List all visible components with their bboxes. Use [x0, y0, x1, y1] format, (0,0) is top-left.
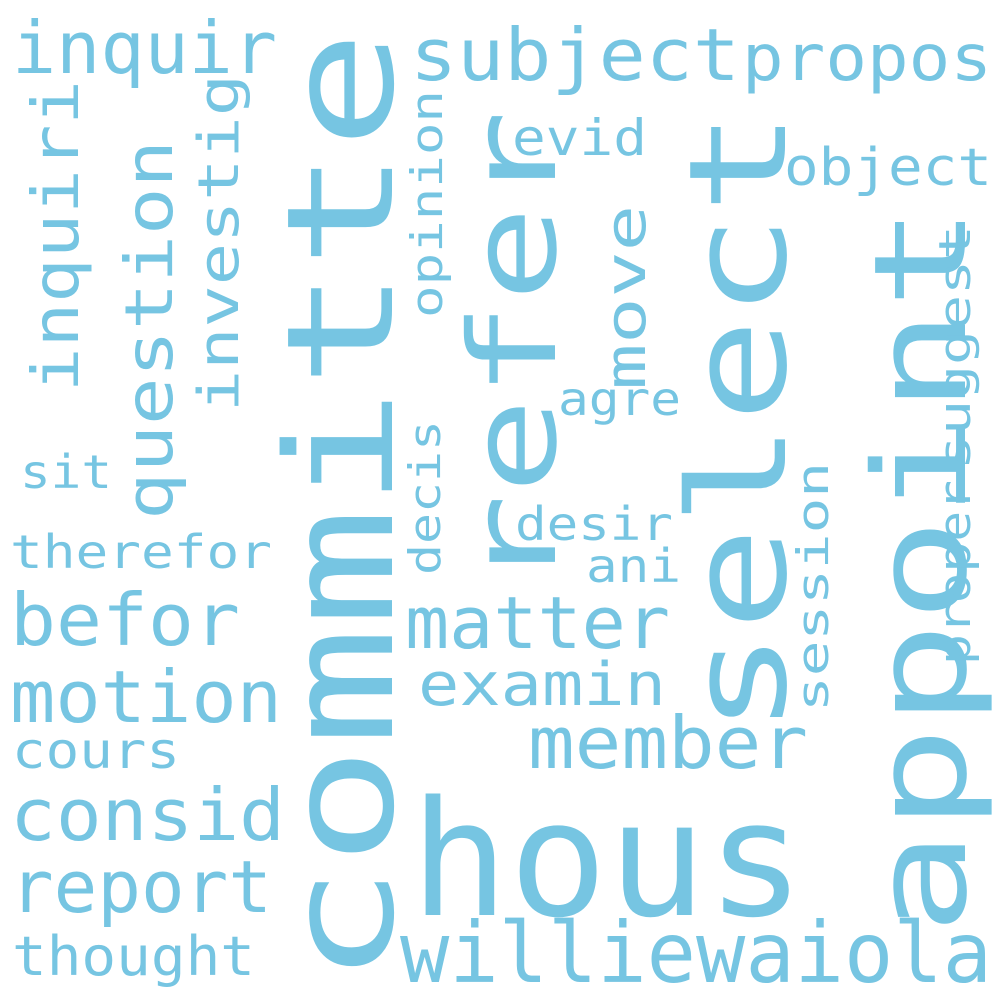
word-hous: hous	[410, 766, 805, 953]
word-report: report	[10, 845, 272, 929]
word-williewaiola: williewaiola	[400, 904, 992, 1000]
word-move: move	[594, 205, 659, 390]
word-proper: proper	[930, 480, 981, 665]
word-therefor: therefor	[10, 525, 272, 579]
word-sit: sit	[20, 445, 112, 499]
word-session: session	[788, 462, 839, 712]
word-consid: consid	[10, 773, 285, 857]
word-decis: decis	[400, 420, 451, 575]
word-propos: propos	[742, 22, 992, 96]
word-thought: thought	[12, 925, 255, 988]
word-appoint: appoint	[847, 205, 996, 935]
word-subject: subject	[410, 13, 740, 97]
word-ani: ani	[586, 539, 681, 593]
word-evid: evid	[512, 109, 647, 167]
word-befor: befor	[10, 578, 240, 662]
word-examin: examin	[418, 650, 666, 720]
word-refer: refer	[445, 110, 584, 590]
word-inquir: inquir	[12, 6, 277, 90]
word-opinion: opinion	[402, 90, 453, 318]
word-inquiri: inquiri	[20, 80, 94, 392]
word-motion: motion	[10, 655, 282, 739]
word-cours: cours	[12, 722, 180, 780]
word-object: object	[784, 138, 992, 198]
word-question: question	[111, 140, 188, 520]
word-select: select	[660, 110, 817, 735]
word-agre: agre	[558, 372, 681, 426]
word-suggest: suggest	[930, 225, 981, 470]
word-matter: matter	[405, 581, 670, 665]
word-committe: committe	[255, 30, 427, 985]
word-desir: desir	[515, 497, 673, 551]
word-member: member	[528, 701, 808, 785]
word-investig: investig	[187, 74, 252, 412]
